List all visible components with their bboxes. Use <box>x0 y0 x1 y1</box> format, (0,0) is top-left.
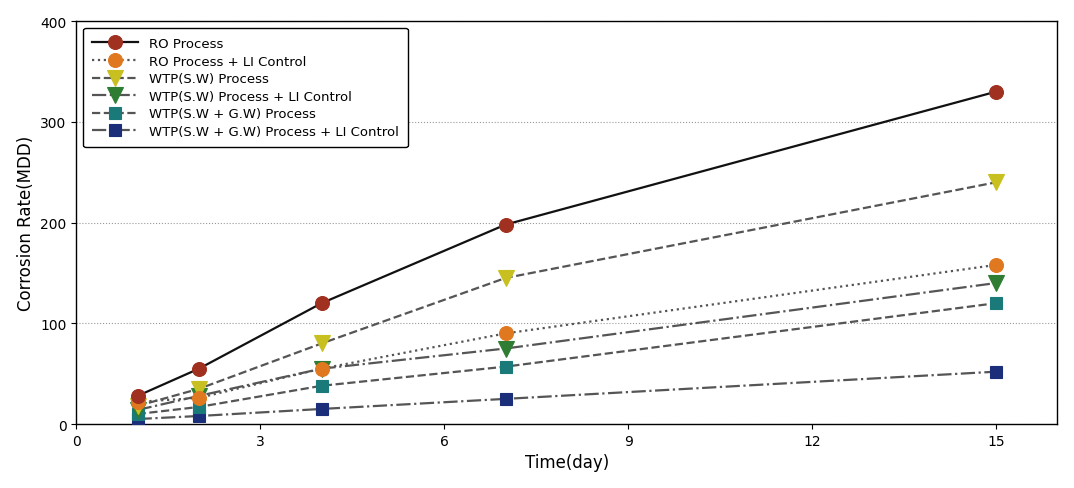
X-axis label: Time(day): Time(day) <box>525 453 609 471</box>
Y-axis label: Corrosion Rate(MDD): Corrosion Rate(MDD) <box>17 136 34 310</box>
Legend: RO Process, RO Process + LI Control, WTP(S.W) Process, WTP(S.W) Process + LI Con: RO Process, RO Process + LI Control, WTP… <box>83 29 408 148</box>
